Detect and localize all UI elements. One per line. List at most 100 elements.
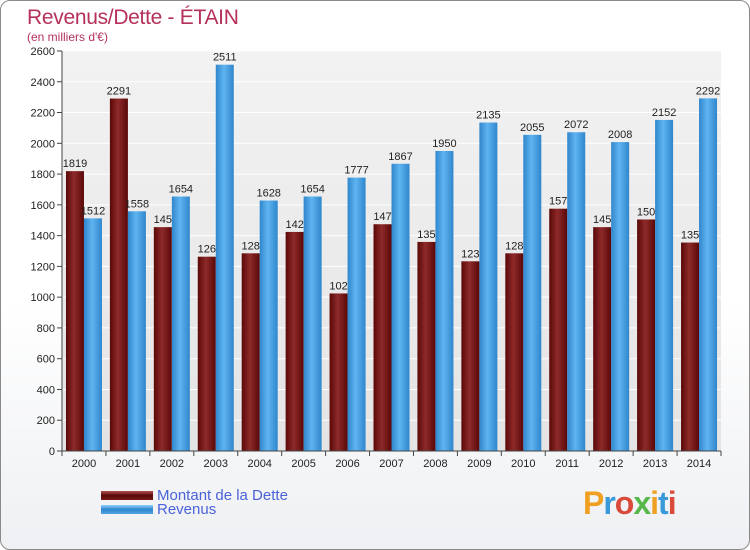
data-label-revenus: 1654 bbox=[300, 184, 324, 196]
data-label-dette: 147 bbox=[373, 211, 391, 223]
data-label-revenus: 1628 bbox=[256, 188, 280, 200]
bar-dette bbox=[637, 219, 656, 451]
logo-letter: x bbox=[633, 485, 651, 521]
x-tick-label: 2012 bbox=[599, 458, 623, 470]
logo-letter: o bbox=[614, 485, 635, 521]
logo-letter: r bbox=[603, 485, 615, 521]
legend-item-revenus: Revenus bbox=[101, 500, 217, 518]
legend-swatch-dette bbox=[101, 490, 153, 500]
x-tick-label: 2013 bbox=[643, 458, 667, 470]
y-tick-label: 2200 bbox=[31, 108, 55, 120]
bar-revenus bbox=[523, 134, 542, 451]
bar-revenus bbox=[303, 196, 322, 451]
proxiti-logo: Proxiti bbox=[583, 485, 677, 522]
data-label-revenus: 2008 bbox=[608, 129, 632, 141]
data-label-revenus: 1512 bbox=[81, 205, 105, 217]
legend-item-dette: Montant de la Dette bbox=[101, 486, 288, 504]
x-tick-label: 2010 bbox=[511, 458, 535, 470]
x-tick-label: 2008 bbox=[423, 458, 447, 470]
bar-revenus bbox=[699, 98, 718, 451]
x-tick-label: 2006 bbox=[335, 458, 359, 470]
y-tick-label: 2000 bbox=[31, 138, 55, 150]
bar-dette bbox=[461, 261, 480, 451]
x-tick-label: 2003 bbox=[204, 458, 228, 470]
data-label-revenus: 1654 bbox=[169, 184, 193, 196]
bar-revenus bbox=[479, 122, 498, 452]
data-label-revenus: 1777 bbox=[344, 165, 368, 177]
bar-dette bbox=[549, 208, 568, 451]
data-label-dette: 135 bbox=[417, 229, 435, 241]
x-tick-label: 2002 bbox=[160, 458, 184, 470]
data-label-revenus: 1950 bbox=[432, 138, 456, 150]
x-tick-label: 2011 bbox=[555, 458, 579, 470]
y-tick-label: 1600 bbox=[31, 200, 55, 212]
data-label-dette: 145 bbox=[154, 214, 172, 226]
data-label-dette: 2291 bbox=[107, 86, 131, 98]
bar-dette bbox=[197, 256, 216, 451]
bar-dette bbox=[65, 171, 84, 451]
bar-revenus bbox=[611, 142, 630, 452]
legend-label-revenus: Revenus bbox=[157, 500, 217, 518]
data-label-revenus: 2292 bbox=[696, 85, 720, 97]
bar-revenus bbox=[215, 64, 234, 451]
data-label-revenus: 1867 bbox=[388, 151, 412, 163]
bar-dette bbox=[373, 224, 392, 451]
logo-letter: t bbox=[658, 485, 669, 521]
data-label-dette: 102 bbox=[329, 280, 347, 292]
x-tick-label: 2009 bbox=[467, 458, 491, 470]
bar-revenus bbox=[391, 163, 410, 451]
chart-subtitle: (en milliers d'€) bbox=[27, 30, 108, 44]
bar-revenus bbox=[347, 177, 366, 451]
bar-dette bbox=[681, 242, 700, 451]
x-tick-label: 2005 bbox=[291, 458, 315, 470]
bar-revenus bbox=[171, 196, 190, 451]
y-tick-label: 0 bbox=[49, 446, 55, 458]
data-label-dette: 126 bbox=[198, 244, 216, 256]
bar-dette bbox=[593, 227, 612, 451]
data-label-dette: 128 bbox=[505, 240, 523, 252]
bar-dette bbox=[285, 231, 304, 451]
x-tick-label: 2004 bbox=[247, 458, 271, 470]
bar-dette bbox=[109, 98, 128, 452]
y-tick-label: 2400 bbox=[31, 77, 55, 89]
data-label-dette: 157 bbox=[549, 196, 567, 208]
data-label-dette: 145 bbox=[593, 214, 611, 226]
bar-revenus bbox=[655, 119, 674, 451]
data-label-revenus: 2055 bbox=[520, 122, 544, 134]
x-tick-label: 2000 bbox=[72, 458, 96, 470]
bar-revenus bbox=[259, 200, 278, 451]
chart-title: Revenus/Dette - ÉTAIN bbox=[27, 6, 239, 29]
data-label-dette: 150 bbox=[637, 206, 655, 218]
legend-label-dette: Montant de la Dette bbox=[157, 486, 288, 504]
x-tick-label: 2007 bbox=[379, 458, 403, 470]
data-label-revenus: 2135 bbox=[476, 110, 500, 122]
y-tick-label: 1000 bbox=[31, 292, 55, 304]
data-label-dette: 1819 bbox=[63, 158, 87, 170]
bar-dette bbox=[329, 293, 348, 451]
y-tick-label: 400 bbox=[37, 384, 55, 396]
y-tick-label: 1400 bbox=[31, 231, 55, 243]
bar-dette bbox=[417, 241, 436, 451]
y-tick-label: 200 bbox=[37, 415, 55, 427]
data-label-dette: 142 bbox=[285, 219, 303, 231]
y-tick-label: 2600 bbox=[31, 46, 55, 58]
logo-letter: i bbox=[667, 485, 677, 521]
data-label-revenus: 2072 bbox=[564, 119, 588, 131]
y-tick-label: 1800 bbox=[31, 169, 55, 181]
x-tick-label: 2001 bbox=[116, 458, 140, 470]
data-label-dette: 128 bbox=[242, 240, 260, 252]
data-label-revenus: 2152 bbox=[652, 107, 676, 119]
logo-letter: P bbox=[583, 485, 604, 521]
y-tick-label: 1200 bbox=[31, 261, 55, 273]
legend-swatch-revenus bbox=[101, 504, 153, 514]
data-label-dette: 123 bbox=[461, 248, 479, 260]
bar-dette bbox=[153, 227, 172, 451]
data-label-dette: 135 bbox=[681, 230, 699, 242]
logo-letter: i bbox=[650, 485, 659, 521]
bar-revenus bbox=[435, 151, 454, 451]
x-tick-label: 2014 bbox=[687, 458, 711, 470]
data-label-revenus: 2511 bbox=[213, 52, 237, 64]
bar-dette bbox=[505, 253, 524, 451]
